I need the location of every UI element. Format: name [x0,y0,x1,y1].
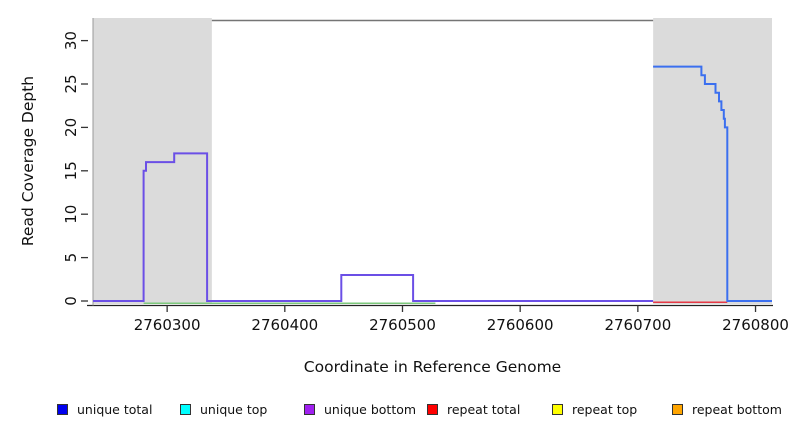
legend-label: repeat total [447,401,521,417]
legend-item-unique-top: unique top [180,400,267,418]
series-line-unique-bottom [93,152,654,302]
x-tick-label: 2760700 [604,316,671,334]
legend-label: unique total [77,401,153,417]
y-tick-label: 10 [62,205,80,224]
x-axis-title: Coordinate in Reference Genome [303,358,562,376]
legend-label: unique bottom [324,401,417,417]
legend-item-repeat-top: repeat top [552,400,637,418]
legend-item-unique-total: unique total [57,400,152,418]
y-tick-label: 0 [62,296,80,306]
unique-bottom-swatch [304,403,315,415]
y-tick-label: 20 [62,118,80,137]
legend-label: repeat bottom [692,401,782,417]
series-line-unique-total [653,65,772,302]
y-axis-title: Read Coverage Depth [19,75,37,247]
legend-item-unique-bottom: unique bottom [304,400,416,418]
coverage-plot: 2760300 2760400 2760500 2760600 2760700 27608… [62,18,789,334]
unique-top-swatch [180,403,191,415]
x-tick-label: 2760800 [722,316,789,334]
y-tick-label: 5 [62,253,80,263]
y-tick-label: 15 [62,161,80,180]
x-tick-label: 2760400 [251,316,318,334]
x-tick-label: 2760500 [369,316,436,334]
legend-item-repeat-total: repeat total [427,400,520,418]
legend-label: unique top [200,401,268,417]
unique-total-swatch [57,403,68,415]
legend-label: repeat top [572,401,638,417]
masked-region [653,18,772,304]
repeat-bottom-swatch [672,403,683,415]
x-tick-label: 2760300 [134,316,201,334]
legend-item-repeat-bottom: repeat bottom [672,400,782,418]
y-tick-label: 30 [62,31,80,50]
repeat-total-swatch [427,403,438,415]
y-tick-label: 25 [62,74,80,93]
legend: unique total unique top unique bottom repea… [0,400,792,420]
x-tick-label: 2760600 [487,316,554,334]
repeat-top-swatch [552,403,563,415]
masked-region [93,18,212,304]
